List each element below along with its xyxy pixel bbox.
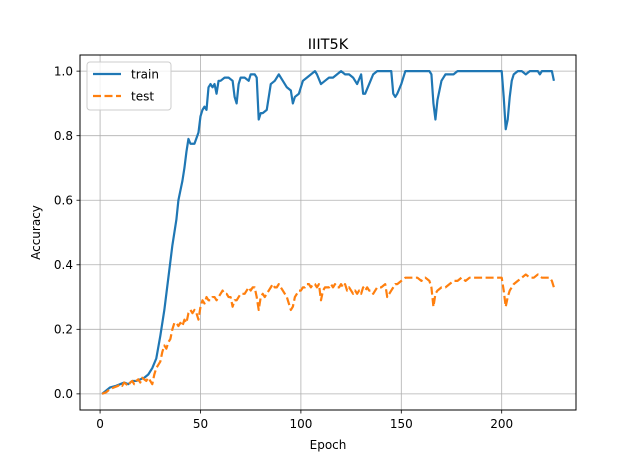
x-tick-label: 50 <box>193 417 208 431</box>
x-tick-label: 150 <box>390 417 413 431</box>
y-tick-label: 1.0 <box>54 64 73 78</box>
y-tick-label: 0.6 <box>54 193 73 207</box>
y-tick-label: 0.4 <box>54 258 73 272</box>
x-tick-label: 200 <box>490 417 513 431</box>
x-axis-label: Epoch <box>310 438 347 452</box>
plot-series <box>101 70 555 395</box>
series-line-test <box>101 273 555 395</box>
y-axis-label: Accuracy <box>29 205 43 260</box>
x-tick-label: 0 <box>96 417 104 431</box>
x-tick-label: 100 <box>289 417 312 431</box>
y-tick-label: 0.2 <box>54 323 73 337</box>
y-tick-label: 0.8 <box>54 129 73 143</box>
plot-area-frame <box>79 54 577 411</box>
series-line-train <box>101 70 555 395</box>
chart-title: IIIT5K <box>308 37 349 53</box>
axis-ticks: 0 50 100 150 200 0.0 0.2 0.4 0.6 0.8 1.0 <box>54 64 513 431</box>
y-tick-label: 0.0 <box>54 387 73 401</box>
legend-label-train: train <box>131 68 159 82</box>
legend: train test <box>86 61 172 111</box>
legend-label-test: test <box>131 90 154 104</box>
